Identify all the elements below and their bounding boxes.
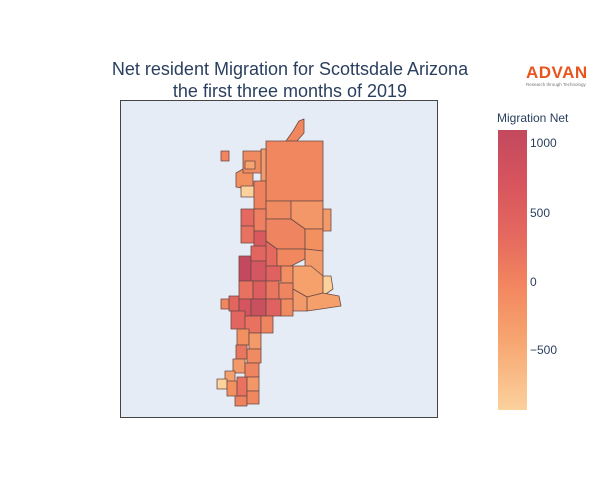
tract	[220, 298, 230, 310]
tract	[322, 275, 334, 297]
tract	[246, 390, 260, 405]
map-area[interactable]	[120, 100, 438, 418]
tract	[250, 245, 267, 262]
tract	[236, 328, 250, 346]
tract	[265, 265, 282, 282]
tract	[248, 332, 262, 350]
tract	[226, 380, 238, 397]
tract	[240, 225, 255, 244]
tract	[246, 376, 260, 392]
tract	[285, 118, 305, 142]
tract	[265, 280, 280, 300]
colorbar-title: Migration Net	[497, 111, 569, 125]
tract	[280, 298, 294, 317]
tract	[253, 180, 267, 210]
tract	[252, 280, 267, 300]
chart-title: Net resident Migration for Scottsdale Ar…	[60, 58, 520, 102]
tract	[235, 344, 248, 360]
tract	[238, 255, 252, 282]
tract	[260, 315, 274, 334]
choropleth-map[interactable]	[121, 101, 439, 419]
tract	[276, 248, 306, 267]
tract	[304, 228, 324, 252]
tract	[278, 282, 294, 300]
colorbar	[498, 130, 527, 410]
tract	[216, 378, 228, 390]
tract	[260, 148, 267, 182]
colorbar-tick: 500	[530, 206, 551, 220]
tract	[240, 185, 255, 198]
tract	[246, 348, 262, 364]
tract	[265, 200, 292, 220]
tract	[236, 376, 248, 397]
logo-wordmark: ADVAN	[526, 63, 588, 82]
tract	[322, 208, 332, 232]
tract	[230, 310, 246, 330]
tract	[238, 280, 254, 300]
colorbar-tick: 1000	[530, 136, 557, 150]
advan-logo: ADVAN Research through Technology	[526, 64, 598, 88]
tract	[244, 362, 260, 378]
colorbar-tick: −500	[530, 343, 558, 357]
tract	[234, 395, 248, 407]
title-line-2: the first three months of 2019	[172, 81, 408, 101]
title-line-1: Net resident Migration for Scottsdale Ar…	[111, 59, 469, 79]
tract	[280, 265, 294, 284]
tract	[250, 260, 267, 282]
tract	[306, 292, 342, 312]
tract	[244, 160, 256, 170]
tract	[228, 295, 240, 312]
tract	[220, 150, 230, 162]
tract	[265, 298, 282, 317]
tract	[250, 298, 267, 317]
colorbar-tick: 0	[530, 275, 537, 289]
tract	[265, 140, 324, 202]
tract	[253, 230, 267, 247]
logo-tagline: Research through Technology	[526, 82, 586, 87]
tract	[240, 208, 255, 227]
tract	[253, 208, 267, 232]
